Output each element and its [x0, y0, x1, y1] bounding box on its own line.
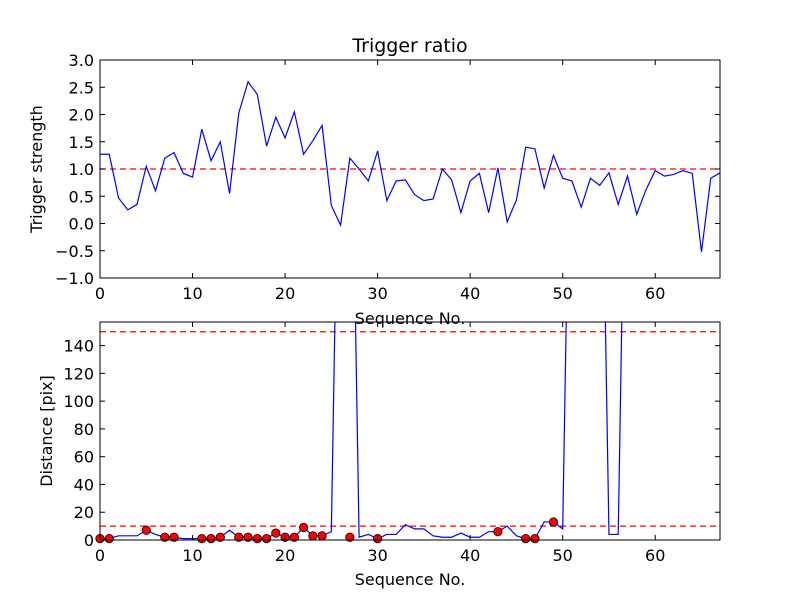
series-line [100, 80, 720, 252]
data-point [141, 525, 151, 535]
y-tick-label: 100 [63, 392, 94, 411]
y-tick-label: 1.5 [69, 133, 94, 152]
x-tick-label: 30 [367, 284, 387, 303]
x-tick-label: 20 [275, 546, 295, 565]
y-ticks: −1.0 −0.5 0.0 0.5 1.0 1.5 2.0 2.5 3.0 [55, 51, 720, 288]
data-point [104, 534, 114, 544]
data-point [289, 532, 299, 542]
x-tick-label: 0 [95, 284, 105, 303]
plot-frame [99, 59, 721, 279]
y-tick-label: 3.0 [69, 51, 94, 70]
x-tick-label: 0 [95, 546, 105, 565]
x-axis-label: Sequence No. [355, 570, 466, 589]
marker-group [95, 517, 559, 544]
y-tick-label: 40 [74, 475, 94, 494]
data-point [243, 532, 253, 542]
data-point [317, 531, 327, 541]
x-tick-label: 60 [645, 284, 665, 303]
x-axis-label: Sequence No. [355, 309, 466, 328]
x-tick-label: 60 [645, 546, 665, 565]
x-tick-label: 50 [553, 546, 573, 565]
data-point [206, 534, 216, 544]
data-point [298, 522, 309, 533]
y-ticks: 0 20 40 60 80 100 120 140 [63, 337, 720, 550]
data-point [169, 532, 179, 542]
distance-chart: 0 10 20 30 40 50 60 0 20 40 60 80 100 120 140 Sequenc… [37, 321, 721, 589]
data-point [493, 527, 503, 537]
data-point [160, 532, 170, 542]
x-tick-label: 40 [460, 284, 480, 303]
data-point [271, 528, 281, 538]
data-point [308, 531, 318, 541]
y-tick-label: 20 [74, 503, 94, 522]
y-tick-label: 1.0 [69, 160, 94, 179]
y-tick-label: 0.5 [69, 187, 94, 206]
data-point [261, 534, 272, 544]
data-point [197, 534, 207, 544]
plot-frame [99, 321, 721, 541]
x-tick-label: 30 [367, 546, 387, 565]
trigger-ratio-chart: Trigger ratio 0 10 20 30 40 50 60 −1.0−0.50.00… [27, 35, 721, 328]
x-ticks: 0 10 20 30 40 50 60 [95, 322, 665, 565]
y-tick-label: 60 [74, 448, 94, 467]
y-tick-label: −0.5 [55, 242, 94, 261]
x-tick-label: 10 [182, 284, 202, 303]
data-point [215, 532, 225, 542]
data-point [530, 534, 540, 544]
series-group [100, 80, 720, 252]
x-ticks: 0 10 20 30 40 50 60 [95, 60, 665, 303]
y-tick-label: 120 [63, 364, 94, 383]
x-tick-label: 50 [553, 284, 573, 303]
y-axis-label: Trigger strength [27, 105, 46, 234]
y-axis-label: Distance [pix] [37, 375, 56, 487]
data-point [521, 534, 531, 544]
y-tick-label: 0 [84, 531, 94, 550]
x-tick-label: 20 [275, 284, 295, 303]
y-tick-label: −1.0 [55, 269, 94, 288]
data-point [548, 517, 559, 527]
y-tick-label: 140 [63, 337, 94, 356]
y-tick-label: 80 [74, 420, 94, 439]
data-point [345, 532, 355, 542]
x-tick-label: 10 [182, 546, 202, 565]
y-tick-label: 2.0 [69, 106, 94, 125]
x-tick-label: 40 [460, 546, 480, 565]
y-tick-label: 2.5 [69, 78, 94, 97]
chart-title: Trigger ratio [351, 35, 467, 57]
data-point [252, 534, 262, 544]
threshold-lines [100, 331, 720, 527]
data-point [234, 532, 244, 542]
y-tick-label: 0.0 [69, 215, 94, 234]
